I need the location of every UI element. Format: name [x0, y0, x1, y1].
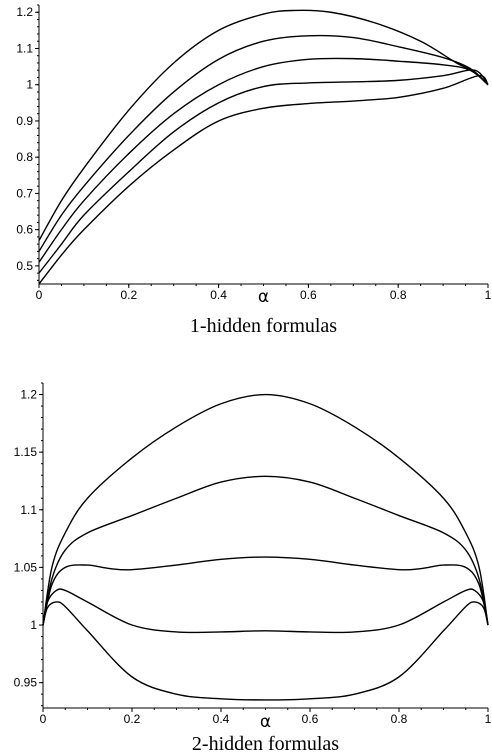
x-tick-label: 0.2 [124, 712, 141, 726]
series-line-1 [39, 10, 488, 240]
series-line-2 [43, 476, 488, 625]
series-line-4 [39, 70, 488, 273]
chart-caption: 1-hidden formulas [190, 315, 337, 337]
y-tick-label: 1.2 [20, 388, 37, 402]
series-line-5 [43, 602, 488, 700]
y-tick-label: 1 [26, 78, 33, 92]
x-axis-label: α [260, 712, 271, 732]
x-tick-label: 0.6 [302, 712, 319, 726]
chart-caption: 2-hidden formulas [192, 733, 339, 755]
x-tick-label: 0.8 [391, 712, 408, 726]
x-tick-label: 0.6 [300, 288, 317, 302]
x-tick-label: 0.8 [390, 288, 407, 302]
x-tick-label: 0.2 [120, 288, 137, 302]
y-tick-label: 1.1 [16, 41, 33, 55]
chart-panel-1: 0.5 0.6 0.7 0.8 0.9 1 1.1 1.2 0 0.2 0.4 0.6 0.8 1 α 1-h… [16, 5, 491, 337]
y-tick-label: 1.2 [16, 5, 33, 19]
y-tick-label: 0.8 [16, 150, 33, 164]
y-tick-label: 0.7 [16, 186, 33, 200]
x-tick-label: 0 [36, 288, 43, 302]
x-tick-label: 0 [40, 712, 47, 726]
x-tick-label: 1 [485, 288, 492, 302]
x-axis-label: α [258, 287, 269, 307]
series-line-2 [39, 36, 488, 252]
x-tick-label: 0.4 [213, 712, 230, 726]
series-line-5 [39, 76, 488, 284]
x-tick-label: 1 [485, 712, 492, 726]
series-line-1 [43, 395, 488, 626]
y-tick-label: 1 [30, 618, 37, 632]
y-tick-label: 0.95 [14, 676, 38, 690]
y-tick-label: 0.9 [16, 114, 33, 128]
y-tick-label: 1.15 [14, 445, 38, 459]
y-tick-label: 0.6 [16, 223, 33, 237]
series-line-4 [43, 589, 488, 632]
y-tick-label: 0.5 [16, 259, 33, 273]
chart-panel-2: 0.95 1 1.05 1.1 1.15 1.2 0 0.2 0.4 0.6 0.8 1 α2-hidd… [14, 383, 492, 755]
y-tick-label: 1.05 [14, 560, 38, 574]
x-tick-label: 0.4 [210, 288, 227, 302]
y-tick-label: 1.1 [20, 503, 37, 517]
